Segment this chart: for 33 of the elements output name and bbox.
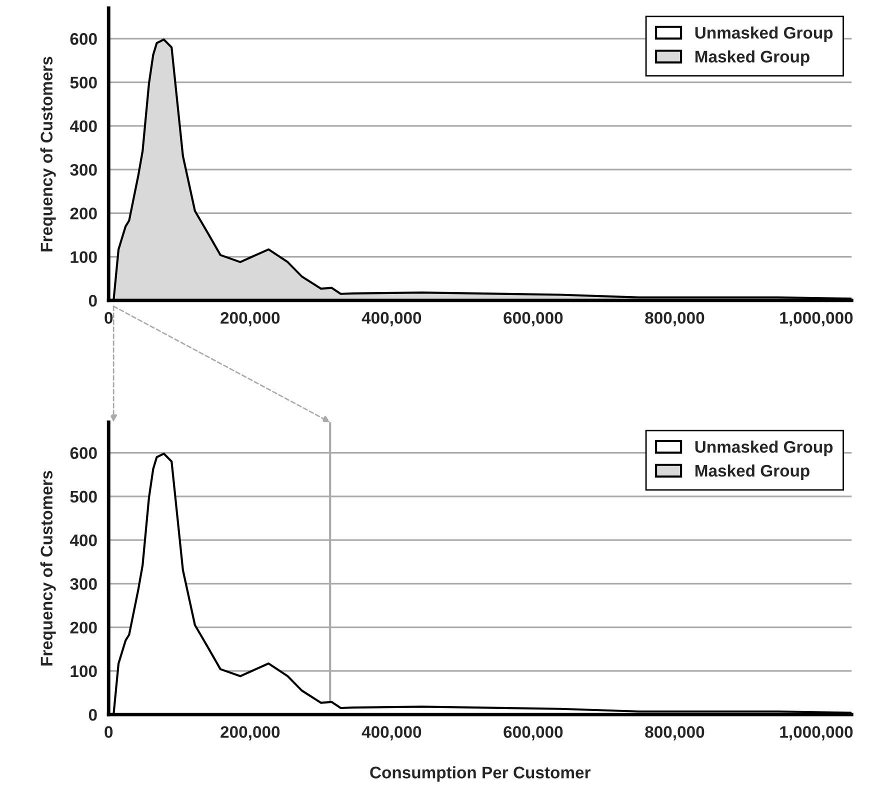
y-tick-label: 400 [70,534,97,546]
y-tick-label: 500 [70,490,97,503]
x-tick-label: 400,000 [362,312,422,326]
x-tick-label: 200,000 [220,312,280,326]
y-axis-title: Frequency of Customers [40,56,56,252]
y-tick-label: 0 [88,294,97,307]
y-tick-label: 200 [70,208,97,220]
x-tick-label: 800,000 [645,726,704,740]
y-tick-label: 100 [70,665,97,678]
y-tick-label: 200 [70,622,97,634]
y-tick-label: 300 [70,578,97,590]
x-tick-label: 0 [104,312,113,324]
y-axis-title: Frequency of Customers [40,470,56,666]
x-tick-label: 1,000,000 [780,312,853,326]
y-tick-label: 0 [88,708,97,721]
x-tick-label: 600,000 [504,726,563,740]
x-tick-label: 0 [104,726,113,738]
y-tick-label: 600 [70,33,97,45]
legend-label: Masked Group [695,50,810,66]
legend-label: Unmasked Group [695,440,833,456]
legend-label: Unmasked Group [695,26,833,42]
y-tick-label: 400 [70,120,97,132]
x-tick-label: 800,000 [645,312,704,326]
legend-label: Masked Group [695,464,810,480]
y-tick-label: 500 [70,76,97,88]
x-tick-label: 600,000 [504,312,563,326]
y-tick-label: 600 [70,447,97,459]
y-tick-label: 100 [70,251,97,264]
x-axis-title: Consumption Per Customer [370,766,591,782]
x-tick-label: 400,000 [362,726,422,740]
x-tick-label: 200,000 [220,726,280,740]
x-tick-label: 1,000,000 [780,726,853,740]
y-tick-label: 300 [70,164,97,176]
